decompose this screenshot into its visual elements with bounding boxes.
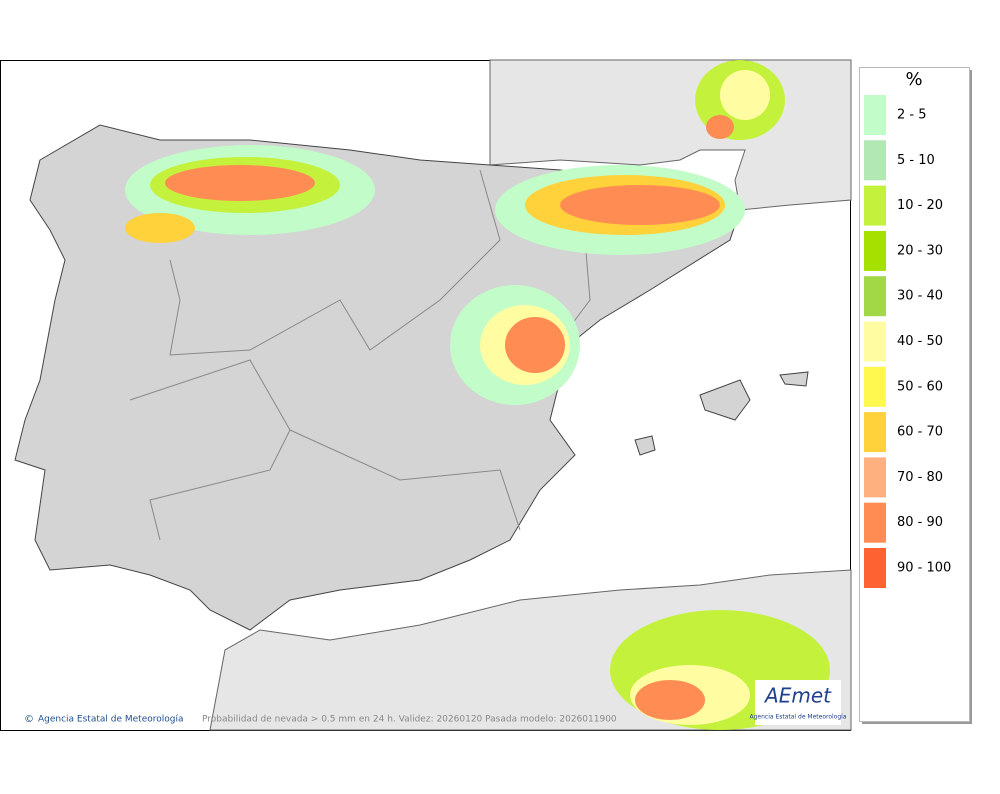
mallorca <box>699 379 751 421</box>
iberia <box>14 124 741 631</box>
legend-label: 90 - 100 <box>897 561 951 576</box>
legend-swatch <box>864 457 886 498</box>
legend-swatch <box>864 140 886 181</box>
legend: % 2 - 5 5 - 10 10 - 20 20 - 30 30 - 40 40 - 5… <box>859 67 972 724</box>
legend-swatch <box>864 185 886 226</box>
legend-swatch <box>864 321 886 362</box>
legend-label: 40 - 50 <box>897 334 943 349</box>
credit-icon: © <box>24 714 34 725</box>
legend-swatch <box>864 230 886 271</box>
map: © Agencia Estatal de Meteorología Probab… <box>0 59 852 731</box>
caption: Probabilidad de nevada > 0.5 mm en 24 h.… <box>202 715 617 725</box>
area <box>720 70 770 120</box>
legend-swatch <box>864 548 886 588</box>
legend-swatch <box>864 95 886 135</box>
area <box>706 115 734 139</box>
area <box>635 680 705 720</box>
legend-label: 2 - 5 <box>897 108 927 123</box>
logo-subtitle: Agencia Estatal de Meteorología <box>750 714 847 721</box>
legend-swatch <box>864 366 886 407</box>
area <box>560 185 720 225</box>
legend-label: 60 - 70 <box>897 425 943 440</box>
legend-label: 30 - 40 <box>897 289 943 304</box>
legend-label: 10 - 20 <box>897 198 943 213</box>
legend-label: 20 - 30 <box>897 243 943 258</box>
area <box>125 213 195 243</box>
menorca <box>779 371 809 387</box>
area <box>165 165 315 201</box>
legend-swatch <box>864 412 886 453</box>
legend-label: 50 - 60 <box>897 379 943 394</box>
snow-probability <box>125 60 830 730</box>
logo: AEmet <box>763 684 832 708</box>
credit: Agencia Estatal de Meteorología <box>38 715 184 725</box>
legend-label: 5 - 10 <box>897 153 935 168</box>
ibiza <box>634 435 656 456</box>
legend-swatch <box>864 502 886 543</box>
legend-label: 80 - 90 <box>897 515 943 530</box>
legend-title: % <box>905 69 922 90</box>
legend-swatch <box>864 276 886 317</box>
area <box>505 317 565 373</box>
logo-box <box>755 680 841 725</box>
legend-label: 70 - 80 <box>897 470 943 485</box>
